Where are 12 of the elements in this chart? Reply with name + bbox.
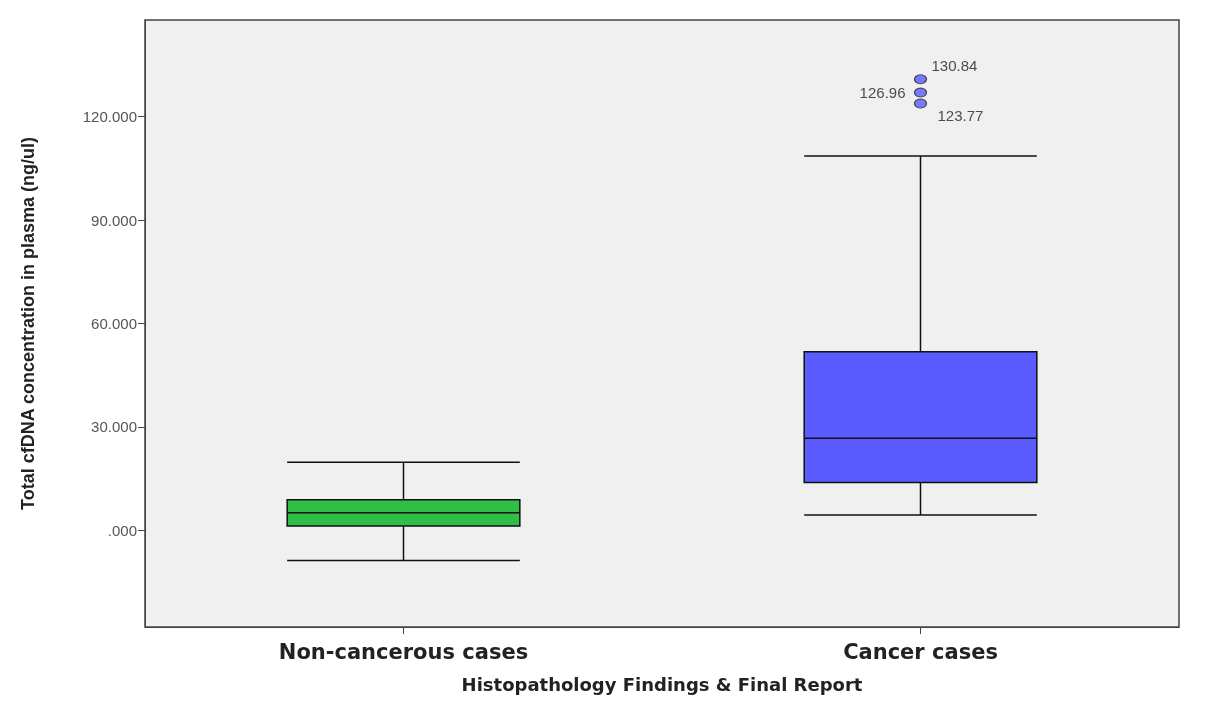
y-tick-label: 30.000 xyxy=(91,418,137,436)
annotation: 123.77 xyxy=(937,107,984,125)
x-tick-label: Cancer cases xyxy=(843,639,998,664)
annotation: 130.84 xyxy=(931,56,978,74)
x-tick-label: Non-cancerous cases xyxy=(278,639,529,664)
y-tick-label: .000 xyxy=(107,521,137,539)
x-axis-title: Histopathology Findings & Final Report xyxy=(461,673,863,695)
y-tick-label: 120.000 xyxy=(82,108,137,126)
annotation: 126.96 xyxy=(859,84,906,102)
y-axis-title: Total cfDNA concentration in plasma (ng/ul) xyxy=(18,136,38,511)
y-tick-label: 90.000 xyxy=(91,211,137,229)
y-tick-label: 60.000 xyxy=(91,315,137,332)
